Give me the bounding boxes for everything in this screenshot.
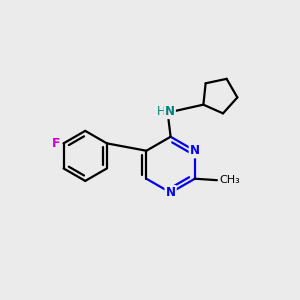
Text: N: N	[165, 105, 175, 118]
Text: N: N	[166, 186, 176, 199]
Text: CH₃: CH₃	[219, 175, 240, 185]
Text: N: N	[190, 144, 200, 157]
Text: H: H	[157, 105, 166, 118]
Text: F: F	[52, 137, 60, 150]
